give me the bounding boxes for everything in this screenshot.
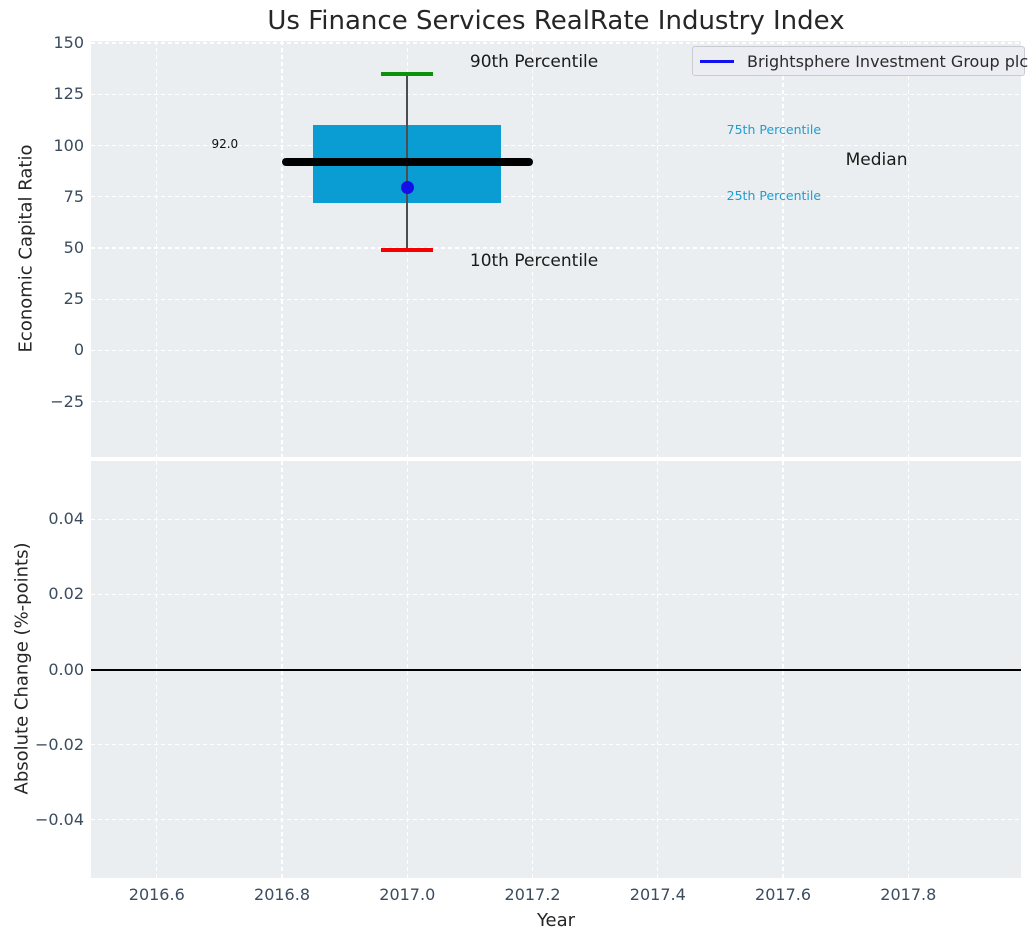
gridline-vertical (156, 41, 158, 457)
whisker-cap-10th-icon (381, 248, 434, 253)
chart-title: Us Finance Services RealRate Industry In… (267, 6, 845, 36)
annotation-75th-percentile: 75th Percentile (726, 122, 822, 138)
ylabel-top: Economic Capital Ratio (15, 144, 37, 353)
y-tick-label: 0.00 (48, 659, 84, 679)
gridline-horizontal (91, 196, 1021, 198)
annotation-92-0: 92.0 (211, 137, 239, 152)
gridline-vertical (657, 41, 659, 457)
annotation-10th-percentile: 10th Percentile (469, 250, 599, 271)
y-tick-label: −0.04 (34, 809, 84, 829)
y-tick-label: 25 (63, 289, 84, 309)
xlabel: Year (536, 910, 576, 931)
gridline-vertical (531, 41, 534, 457)
gridline-horizontal (91, 298, 1021, 300)
y-tick-label: −25 (50, 391, 84, 411)
y-tick-label: 150 (53, 33, 84, 53)
gridline-horizontal (91, 819, 1021, 821)
gridline-horizontal (91, 247, 1021, 249)
gridline-horizontal (91, 743, 1021, 746)
gridline-horizontal (91, 93, 1021, 95)
gridline-vertical (907, 41, 909, 457)
y-tick-label: 0.02 (48, 584, 84, 604)
ylabel-bottom: Absolute Change (%-points) (11, 542, 33, 795)
axes-top (91, 41, 1021, 457)
gridline-horizontal (91, 593, 1021, 596)
x-tick-label: 2017.2 (504, 885, 561, 904)
legend-label: Brightsphere Investment Group plc (747, 51, 1029, 71)
gridline-horizontal (91, 400, 1021, 403)
gridline-horizontal (91, 518, 1021, 520)
gridline-horizontal (91, 42, 1021, 44)
annotation-median: Median (845, 150, 908, 171)
gridline-horizontal (91, 349, 1021, 352)
x-tick-label: 2017.6 (755, 885, 812, 904)
y-tick-label: 0 (73, 340, 84, 360)
y-tick-label: 125 (53, 84, 84, 104)
x-tick-label: 2017.0 (379, 885, 436, 904)
y-tick-label: 75 (63, 186, 84, 206)
annotation-90th-percentile: 90th Percentile (469, 52, 599, 72)
y-tick-label: 0.04 (48, 509, 84, 529)
median-line (282, 157, 533, 166)
zero-line (91, 668, 1021, 671)
annotation-25th-percentile: 25th Percentile (726, 187, 822, 203)
gridline-vertical (281, 41, 283, 457)
whisker-cap-90th-icon (381, 71, 434, 76)
y-tick-label: −0.02 (34, 734, 84, 754)
x-tick-label: 2016.8 (254, 885, 310, 904)
y-tick-label: 100 (53, 135, 84, 155)
y-tick-label: 50 (63, 237, 84, 257)
company-point-marker (400, 181, 414, 195)
x-tick-label: 2017.4 (629, 885, 686, 904)
legend: Brightsphere Investment Group plc (692, 46, 1029, 76)
legend-line-sample-icon (700, 59, 734, 63)
x-tick-label: 2017.8 (880, 885, 937, 904)
gridline-horizontal (91, 144, 1021, 147)
gridline-vertical (782, 41, 784, 457)
x-tick-label: 2016.6 (128, 885, 185, 904)
